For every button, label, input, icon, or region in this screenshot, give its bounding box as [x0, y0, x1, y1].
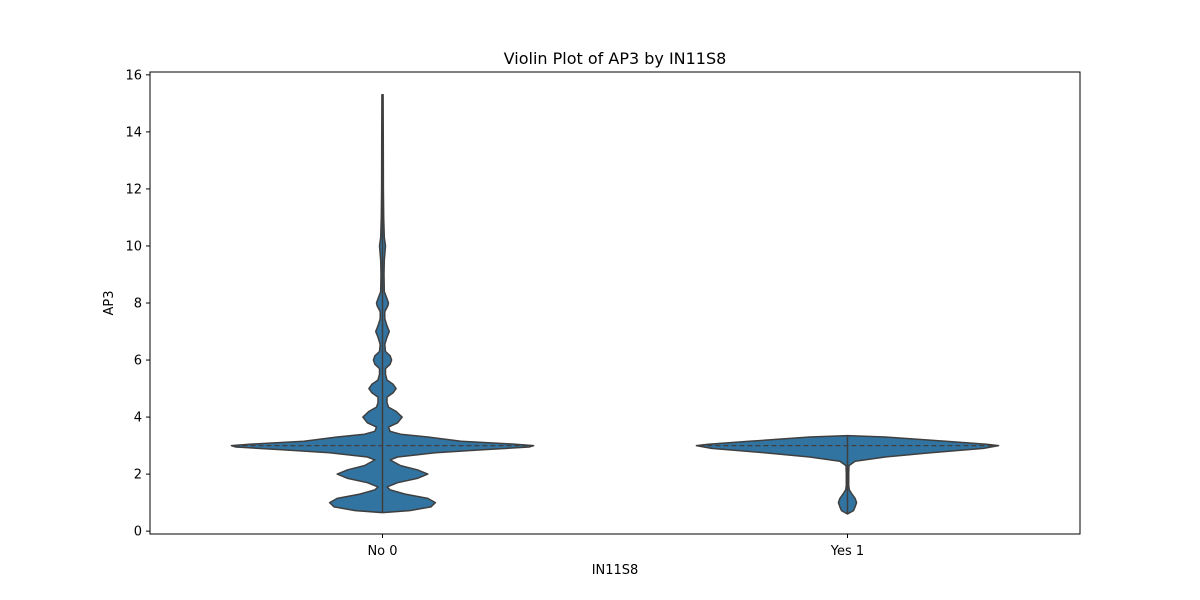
y-tick-label: 0 — [134, 525, 142, 540]
x-axis-label: IN11S8 — [592, 563, 639, 578]
y-tick-label: 8 — [134, 297, 142, 312]
y-tick-label: 2 — [134, 468, 142, 483]
x-tick-label: No 0 — [367, 544, 397, 559]
y-tick-label: 16 — [125, 68, 142, 83]
x-tick-label: Yes 1 — [830, 544, 864, 559]
y-tick-label: 10 — [125, 239, 142, 254]
y-tick-label: 4 — [134, 411, 142, 426]
violins-layer — [230, 94, 1000, 515]
y-tick-label: 6 — [134, 354, 142, 369]
y-tick-label: 14 — [125, 125, 142, 140]
chart-title: Violin Plot of AP3 by IN11S8 — [504, 49, 727, 68]
x-axis: No 0 Yes 1 — [367, 534, 864, 559]
y-axis-label: AP3 — [102, 290, 117, 315]
y-axis: 0 2 4 6 8 10 12 14 16 — [125, 68, 150, 540]
y-tick-label: 12 — [125, 182, 142, 197]
